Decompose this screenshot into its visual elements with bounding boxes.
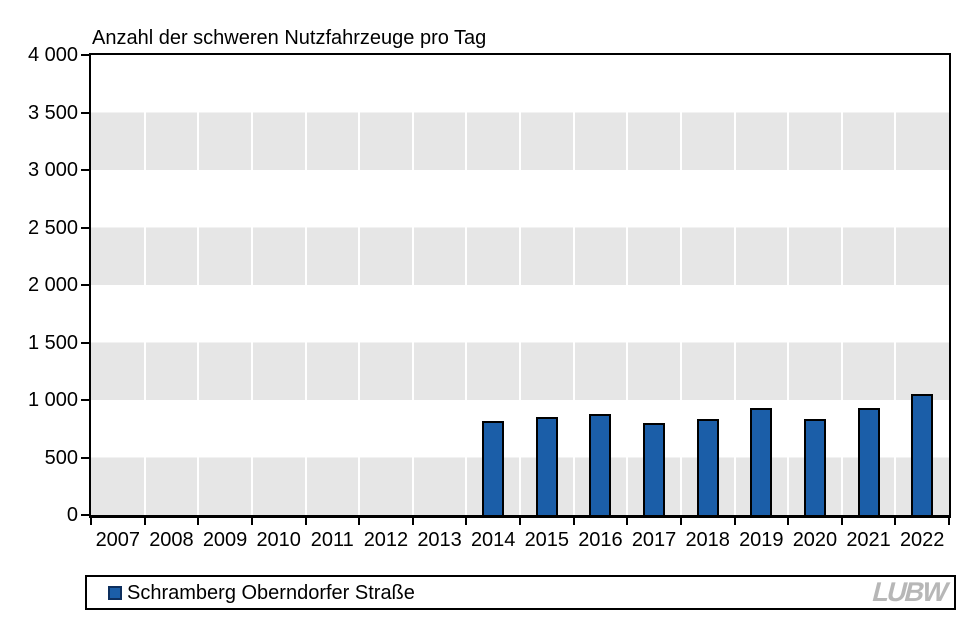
vertical-gridline <box>840 55 843 515</box>
vertical-gridline <box>679 55 682 515</box>
y-axis-tick-mark <box>81 111 89 114</box>
x-axis-label-2007: 2007 <box>95 529 141 551</box>
x-axis-label-2009: 2009 <box>202 529 248 551</box>
plot-area <box>89 53 951 518</box>
x-axis-label-2022: 2022 <box>899 529 945 551</box>
vertical-gridline <box>465 55 468 515</box>
vertical-gridline <box>411 55 414 515</box>
x-axis-label-2014: 2014 <box>470 529 516 551</box>
x-axis-tick-mark <box>358 518 361 525</box>
vertical-gridline <box>894 55 897 515</box>
legend-box: Schramberg Oberndorfer Straße LUBW <box>85 575 956 610</box>
chart-title: Anzahl der schweren Nutzfahrzeuge pro Ta… <box>92 27 487 49</box>
y-axis-tick-mark <box>81 514 89 516</box>
x-axis-tick-mark <box>519 518 521 525</box>
bar-2017 <box>643 423 666 515</box>
y-axis-tick-mark <box>81 169 89 171</box>
x-axis-tick-mark <box>787 518 790 525</box>
x-axis-label-2019: 2019 <box>739 529 784 551</box>
x-axis-label-2015: 2015 <box>524 529 570 551</box>
x-axis-label-2021: 2021 <box>846 529 891 551</box>
bar-2022 <box>911 394 934 515</box>
legend-label: Schramberg Oberndorfer Straße <box>127 581 415 604</box>
bar-2020 <box>803 419 826 515</box>
x-axis-tick-mark <box>465 518 468 525</box>
bar-2015 <box>535 417 558 515</box>
vertical-gridline <box>733 55 736 515</box>
y-axis-tick-mark <box>81 54 89 56</box>
vertical-gridline <box>572 55 575 515</box>
x-axis-label-2020: 2020 <box>792 529 838 551</box>
x-axis-tick-mark <box>90 518 92 525</box>
x-axis-tick-mark <box>197 518 200 525</box>
x-axis-label-2018: 2018 <box>685 529 730 551</box>
y-axis-tick-mark <box>81 226 89 229</box>
y-axis-tick-label: 4 000 <box>27 44 78 66</box>
y-axis-tick-mark <box>81 341 89 344</box>
x-axis-label-2016: 2016 <box>578 529 623 551</box>
x-axis-tick-mark <box>733 518 736 525</box>
lubw-logo: LUBW <box>869 577 950 607</box>
x-axis-tick-mark <box>572 518 575 525</box>
x-axis-tick-mark <box>250 518 253 525</box>
vertical-gridline <box>358 55 361 515</box>
vertical-gridline <box>626 55 629 515</box>
x-axis-tick-mark <box>304 518 307 525</box>
x-axis-label-2017: 2017 <box>631 529 677 551</box>
y-axis-tick-label: 2 500 <box>27 216 78 239</box>
bar-2018 <box>696 419 719 515</box>
x-axis-label-2008: 2008 <box>149 529 194 551</box>
vertical-gridline <box>304 55 307 515</box>
y-axis-tick-label: 1 500 <box>27 331 78 354</box>
vertical-gridline <box>143 55 146 515</box>
y-axis-tick-label: 3 500 <box>27 101 78 124</box>
x-axis-tick-mark <box>143 518 146 525</box>
x-axis-tick-mark <box>948 518 950 525</box>
vertical-gridline <box>787 55 790 515</box>
vertical-gridline <box>250 55 253 515</box>
bar-2016 <box>589 414 612 515</box>
x-axis-label-2012: 2012 <box>363 529 409 551</box>
x-axis-tick-mark <box>411 518 414 525</box>
y-axis-tick-label: 1 000 <box>27 389 78 411</box>
legend-marker-square <box>108 585 122 600</box>
bar-2019 <box>750 408 773 515</box>
y-axis-tick-label: 500 <box>44 446 78 469</box>
y-axis-tick-label: 3 000 <box>27 159 78 181</box>
x-axis-tick-mark <box>840 518 843 525</box>
x-axis-label-2013: 2013 <box>417 529 462 551</box>
x-axis-tick-mark <box>679 518 682 525</box>
y-axis-tick-mark <box>81 284 89 286</box>
vertical-gridline <box>197 55 200 515</box>
x-axis-label-2011: 2011 <box>310 529 354 551</box>
y-axis-tick-label: 2 000 <box>27 274 78 296</box>
bar-2021 <box>857 408 880 515</box>
y-axis-tick-mark <box>81 399 89 401</box>
x-axis-label-2010: 2010 <box>256 529 301 551</box>
vertical-gridline <box>519 55 521 515</box>
x-axis-tick-mark <box>894 518 897 525</box>
bar-2014 <box>482 421 505 515</box>
y-axis-tick-mark <box>81 456 89 459</box>
x-axis-tick-mark <box>626 518 629 525</box>
y-axis-tick-label: 0 <box>66 504 78 526</box>
